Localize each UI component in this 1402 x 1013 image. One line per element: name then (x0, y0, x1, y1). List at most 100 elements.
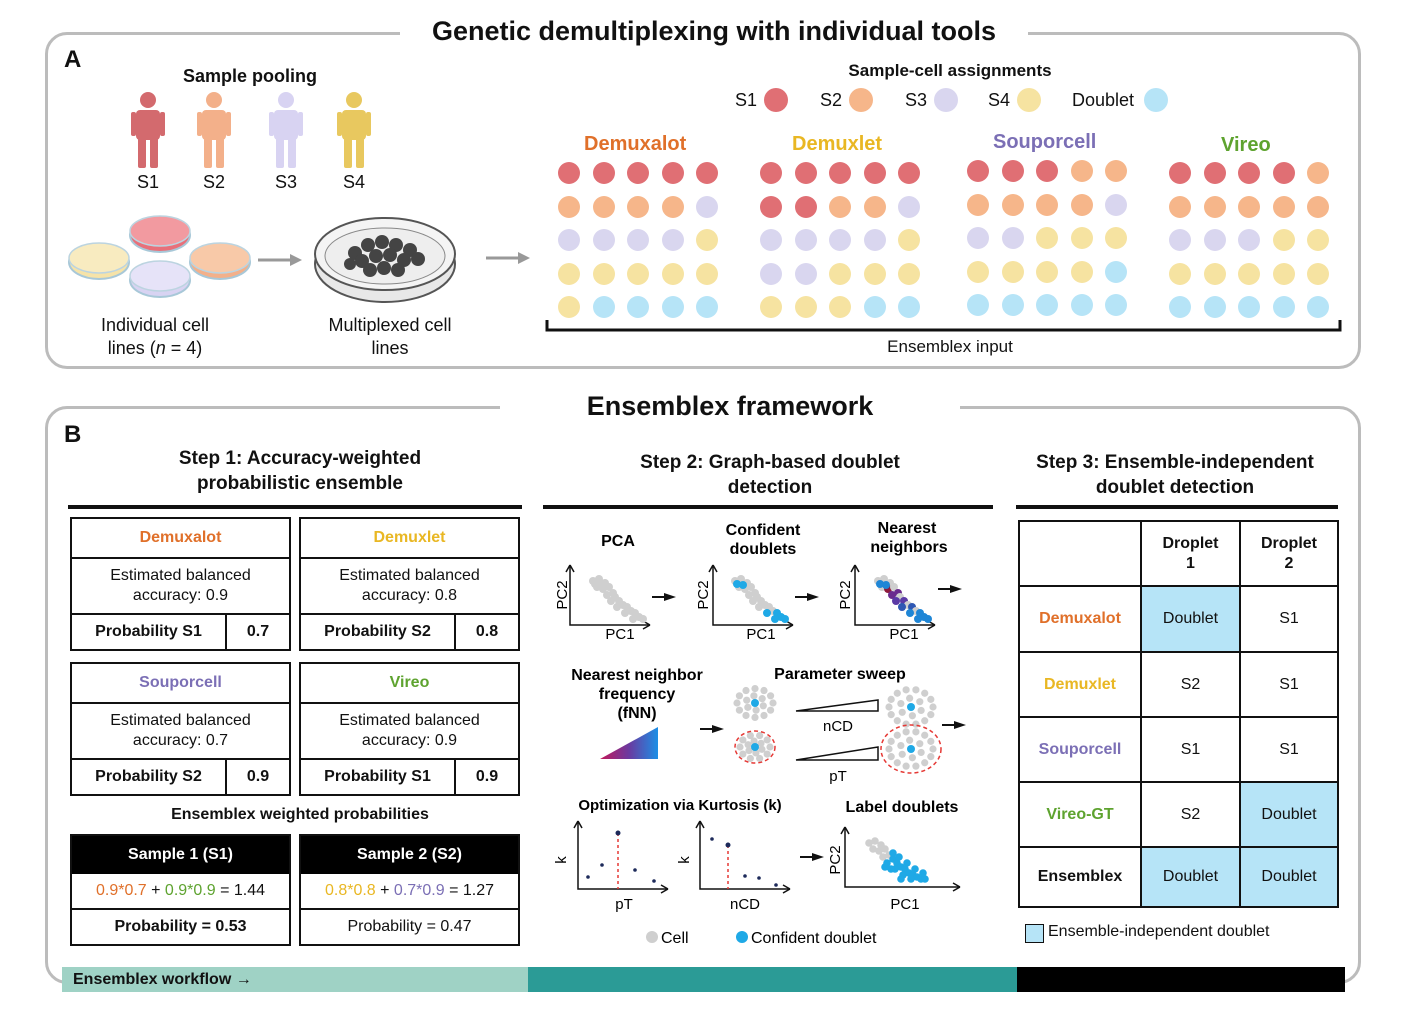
assignment-dot (760, 195, 782, 218)
scatter-point (879, 853, 887, 861)
assignment-dot (863, 195, 886, 218)
scatter-point (914, 615, 922, 623)
assignment-dot (558, 262, 580, 285)
assignment-dot (1272, 296, 1295, 318)
assignment-dot (1307, 162, 1329, 184)
scatter-point (763, 736, 771, 744)
scatter-point (908, 712, 916, 720)
assignment-dot (1070, 193, 1093, 216)
assignment-dot (661, 296, 684, 318)
sample-label-s4: S4 (342, 172, 366, 192)
assignment-dot (898, 162, 920, 184)
assignment-dot (760, 296, 782, 318)
assignment-dot (794, 229, 817, 251)
legend-s1-dot (764, 88, 788, 112)
confident-pc1: PC1 (746, 626, 775, 643)
assignment-dot (1036, 160, 1058, 182)
sample1-box: Sample 1 (S1) 0.9*0.7 + 0.9*0.9 = 1.44 P… (70, 834, 291, 946)
confident-label-2: doublets (730, 541, 797, 558)
assignment-dot (627, 162, 649, 184)
assignment-dot (1036, 260, 1058, 283)
scatter-point (916, 740, 924, 748)
assignment-dot (592, 296, 615, 318)
scatter-point (912, 728, 920, 736)
scatter-point (739, 736, 747, 744)
scatter-point (744, 741, 752, 749)
scatter-point (758, 745, 766, 753)
step1-demuxlet-name: Demuxlet (301, 519, 518, 559)
assignment-dot (661, 195, 684, 218)
scatter-point (887, 753, 895, 761)
assignment-dot (1238, 229, 1260, 251)
scatter-point (912, 686, 920, 694)
sweep-label: Parameter sweep (774, 666, 906, 683)
labeled-scatter (865, 837, 929, 883)
scatter-point (746, 754, 754, 763)
step3-row-ensemblex-d2: Doublet (1241, 848, 1337, 906)
legend-doublet-dot (1144, 88, 1168, 112)
scatter-point (903, 859, 911, 867)
assignment-dot (1001, 227, 1024, 249)
assignment-dot (967, 294, 989, 316)
assignment-dot (1203, 262, 1226, 285)
scatter-point (751, 685, 759, 693)
step3-rule (1016, 505, 1338, 509)
workflow-label: Ensemblex workflow → (73, 971, 252, 988)
pca-pc2: PC2 (554, 580, 571, 609)
sample1-formula: 0.9*0.7 + 0.9*0.9 = 1.44 (72, 874, 289, 910)
assignment-dot (696, 195, 718, 218)
nearest-label-2: neighbors (870, 539, 947, 556)
legend-s3-dot (934, 88, 958, 112)
assignment-dot (1070, 160, 1093, 182)
scatter-point (733, 699, 741, 707)
assignment-dot (898, 296, 920, 318)
scatter-point (766, 706, 775, 714)
assignment-dot (1307, 195, 1329, 218)
assignment-dot (558, 296, 580, 318)
step1-box-demuxlet: Demuxlet Estimated balanced accuracy: 0.8… (299, 517, 520, 651)
assignment-dot (794, 162, 817, 184)
scatter-point (912, 762, 920, 770)
assignment-dot (1203, 195, 1226, 218)
step3-row-demuxalot-name: Demuxalot (1020, 587, 1142, 653)
scatter-point (747, 583, 755, 591)
people-icons (131, 92, 371, 168)
step1-vireo-prob: 0.9 (475, 768, 499, 785)
scatter-point (871, 837, 879, 845)
legend-s2-label: S2 (820, 90, 843, 110)
confident-label-1: Confident (726, 522, 801, 539)
scatter-point (921, 875, 929, 883)
assignment-dot (1238, 195, 1260, 218)
kurtosis-label: Optimization via Kurtosis (k) (578, 797, 781, 814)
step1-demuxalot-name: Demuxalot (72, 519, 289, 559)
step3-row-souporcell-name: Souporcell (1020, 718, 1142, 783)
step1-demuxalot-accuracy: Estimated balanced accuracy: 0.9 (72, 559, 289, 615)
assignment-dot (1105, 227, 1127, 249)
assignment-dot (1169, 296, 1191, 318)
legend-confident-dot (736, 931, 748, 943)
scatter-point (898, 708, 906, 716)
assignment-dot (794, 262, 817, 285)
step2-rule (543, 505, 993, 509)
step3-row-demuxlet-name: Demuxlet (1020, 653, 1142, 718)
scatter-point (897, 875, 905, 883)
assignment-dot (863, 162, 886, 184)
assignment-dot (627, 229, 649, 251)
legend-s4-label: S4 (988, 90, 1011, 110)
multiplexed-dish-icon (314, 217, 456, 303)
step3-row-ensemblex-d1: Doublet (1142, 848, 1241, 906)
assignment-dot (794, 195, 817, 218)
assignment-dot (696, 162, 718, 184)
legend-confident-label: Confident doublet (751, 930, 877, 947)
step1-box-vireo: Vireo Estimated balanced accuracy: 0.9 Pr… (299, 662, 520, 796)
assignment-dot (661, 162, 684, 184)
assignment-dot (794, 296, 817, 318)
confident-scatter (731, 575, 789, 623)
assignment-dot (760, 262, 782, 285)
kurt-pt: pT (615, 896, 633, 913)
scatter-point (916, 698, 924, 706)
scatter-point (751, 713, 759, 721)
scatter-point (763, 609, 771, 617)
assignment-dot (1036, 193, 1058, 216)
scatter-point (739, 581, 747, 589)
